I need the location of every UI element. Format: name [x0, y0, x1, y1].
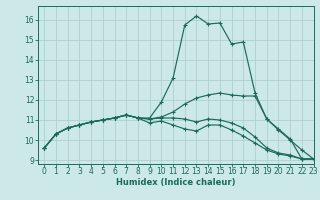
X-axis label: Humidex (Indice chaleur): Humidex (Indice chaleur) [116, 178, 236, 187]
